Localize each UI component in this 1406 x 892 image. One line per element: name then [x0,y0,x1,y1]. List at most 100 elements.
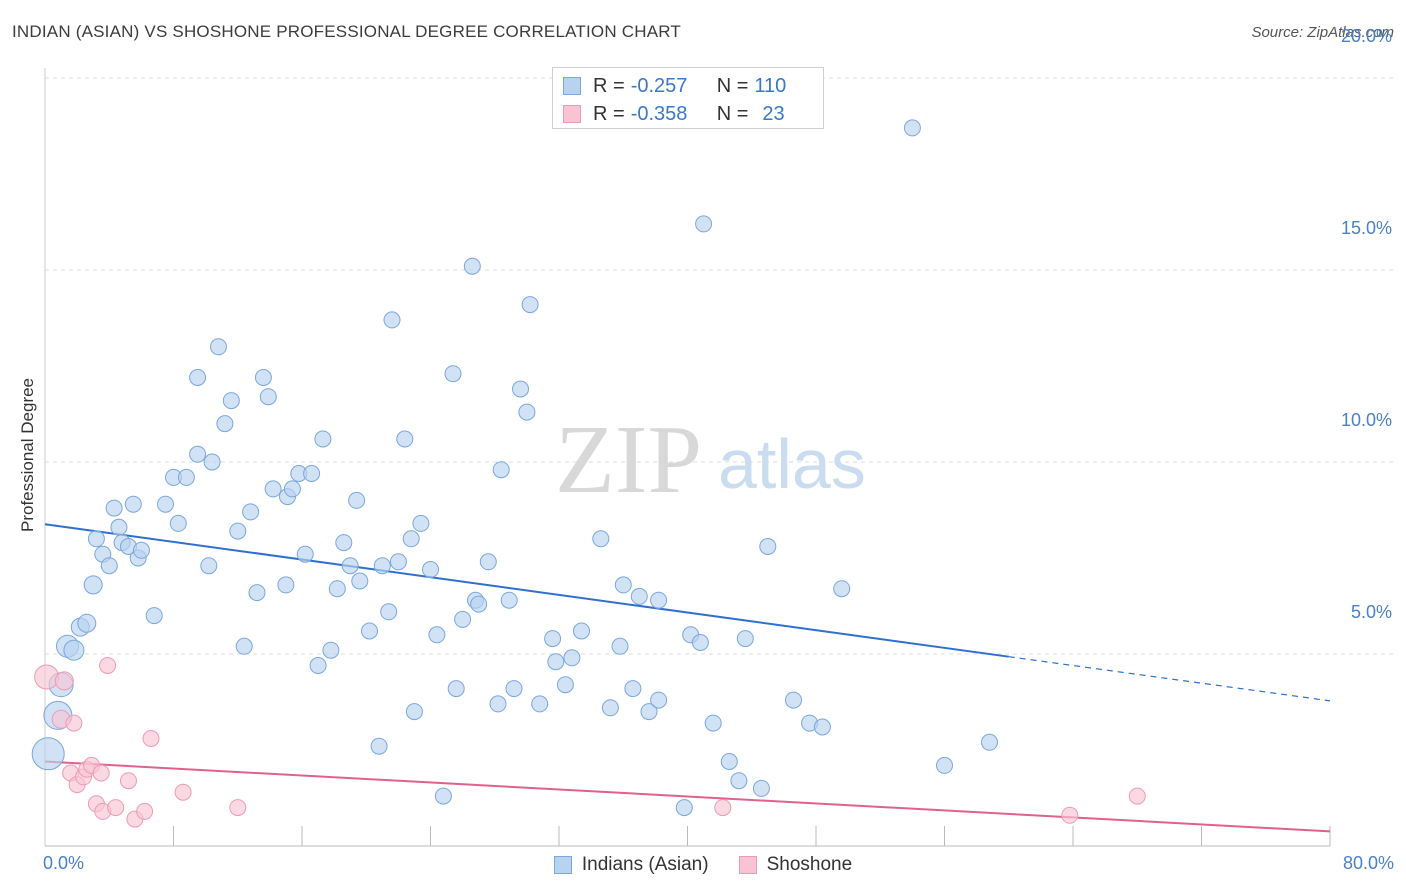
shoshone-point [714,799,732,817]
indians-point [105,499,123,517]
indians-trend-extension [1008,656,1331,702]
indians-point [264,480,282,498]
legend: Indians (Asian) Shoshone [0,852,1406,878]
indians-point [730,772,748,790]
indians-swatch [563,77,581,95]
indians-point [229,522,247,540]
indians-point [169,514,187,532]
indians-point [505,680,523,698]
indians-point [521,296,539,314]
stats-row-shoshone: R = -0.358 N = 23 [563,101,785,127]
indians-point [428,626,446,644]
indians-point [389,553,407,571]
indians-point [351,572,369,590]
points-layer [31,119,1146,828]
indians-point [203,453,221,471]
x-tick-label: 0.0% [43,853,84,873]
indians-point [145,607,163,625]
shoshone-legend-swatch [738,856,757,874]
indians-point [556,676,574,694]
indians-point [759,538,777,555]
indians-point [83,575,103,595]
shoshone-point [92,764,110,782]
indians-point [903,119,921,137]
grid-layer [45,77,1394,655]
indians-point [402,530,420,548]
indians-point [736,630,754,648]
indians-point [611,637,629,655]
watermark: ZIP atlas [555,406,866,514]
indians-point [132,541,150,559]
shoshone-point [1061,806,1079,824]
indians-point [370,737,388,755]
n-value: 23 [762,102,785,125]
indians-point [314,430,332,448]
shoshone-point [174,783,192,801]
indians-point [322,641,340,659]
shoshone-point [107,799,125,817]
legend-item-shoshone[interactable]: Shoshone [738,854,853,876]
indians-point [328,580,346,598]
x-tick-label: 80.0% [1343,853,1394,873]
tick-label-layer: 5.0% 10.0% 15.0% 20.0% 0.0% 80.0% [43,26,1394,873]
indians-point [936,756,953,774]
indians-point [813,718,831,736]
indians-point [489,695,507,713]
shoshone-swatch [563,105,581,123]
indians-point [31,737,65,771]
indians-point [242,503,260,521]
indians-point [248,584,266,602]
indians-point [124,495,142,513]
shoshone-point [120,772,137,790]
stats-box: R = -0.257 N = 110 R = -0.358 N = 23 [552,67,824,129]
indians-point [470,595,488,613]
indians-point [650,691,668,709]
shoshone-point [1128,787,1146,805]
chart-title: INDIAN (ASIAN) VS SHOSHONE PROFESSIONAL … [12,22,681,41]
indians-point [675,799,693,817]
indians-point [463,257,481,275]
indians-point [373,557,391,575]
indians-point [704,714,722,732]
indians-point [259,388,277,406]
indians-point [200,557,218,575]
indians-point [573,622,590,640]
indians-point [405,703,423,721]
r-value: -0.358 [630,102,688,125]
indians-point [412,514,430,532]
indians-point [479,553,497,571]
indians-point [222,392,240,410]
indians-legend-swatch [553,856,572,874]
indians-point [695,215,713,233]
shoshone-point [34,664,60,690]
indians-point [640,703,658,721]
n-label: N = [716,102,749,125]
indians-point [785,691,802,709]
indians-point [177,468,195,486]
indians-point [348,491,366,509]
indians-point [563,649,581,667]
chart-source: Source: ZipAtlas.com [1251,24,1394,41]
legend-label: Shoshone [766,854,853,875]
indians-point [157,495,174,513]
indians-point [309,657,327,674]
legend-label: Indians (Asian) [581,854,709,875]
shoshone-point [229,799,247,817]
shoshone-point [99,657,117,674]
indians-point [87,530,105,548]
indians-point [492,461,510,479]
shoshone-point [54,671,74,691]
indians-point [601,699,619,717]
indians-point [500,591,518,609]
n-label: N = [716,74,749,97]
stats-row-indians: R = -0.257 N = 110 [563,73,786,99]
legend-item-indians[interactable]: Indians (Asian) [553,854,709,876]
r-label: R = [593,74,625,97]
indians-point [210,338,227,356]
indians-point [254,369,272,386]
indians-point [335,534,353,552]
y-tick-label: 10.0% [1341,410,1392,430]
indians-point [189,369,207,386]
trend-layer [44,523,1331,833]
